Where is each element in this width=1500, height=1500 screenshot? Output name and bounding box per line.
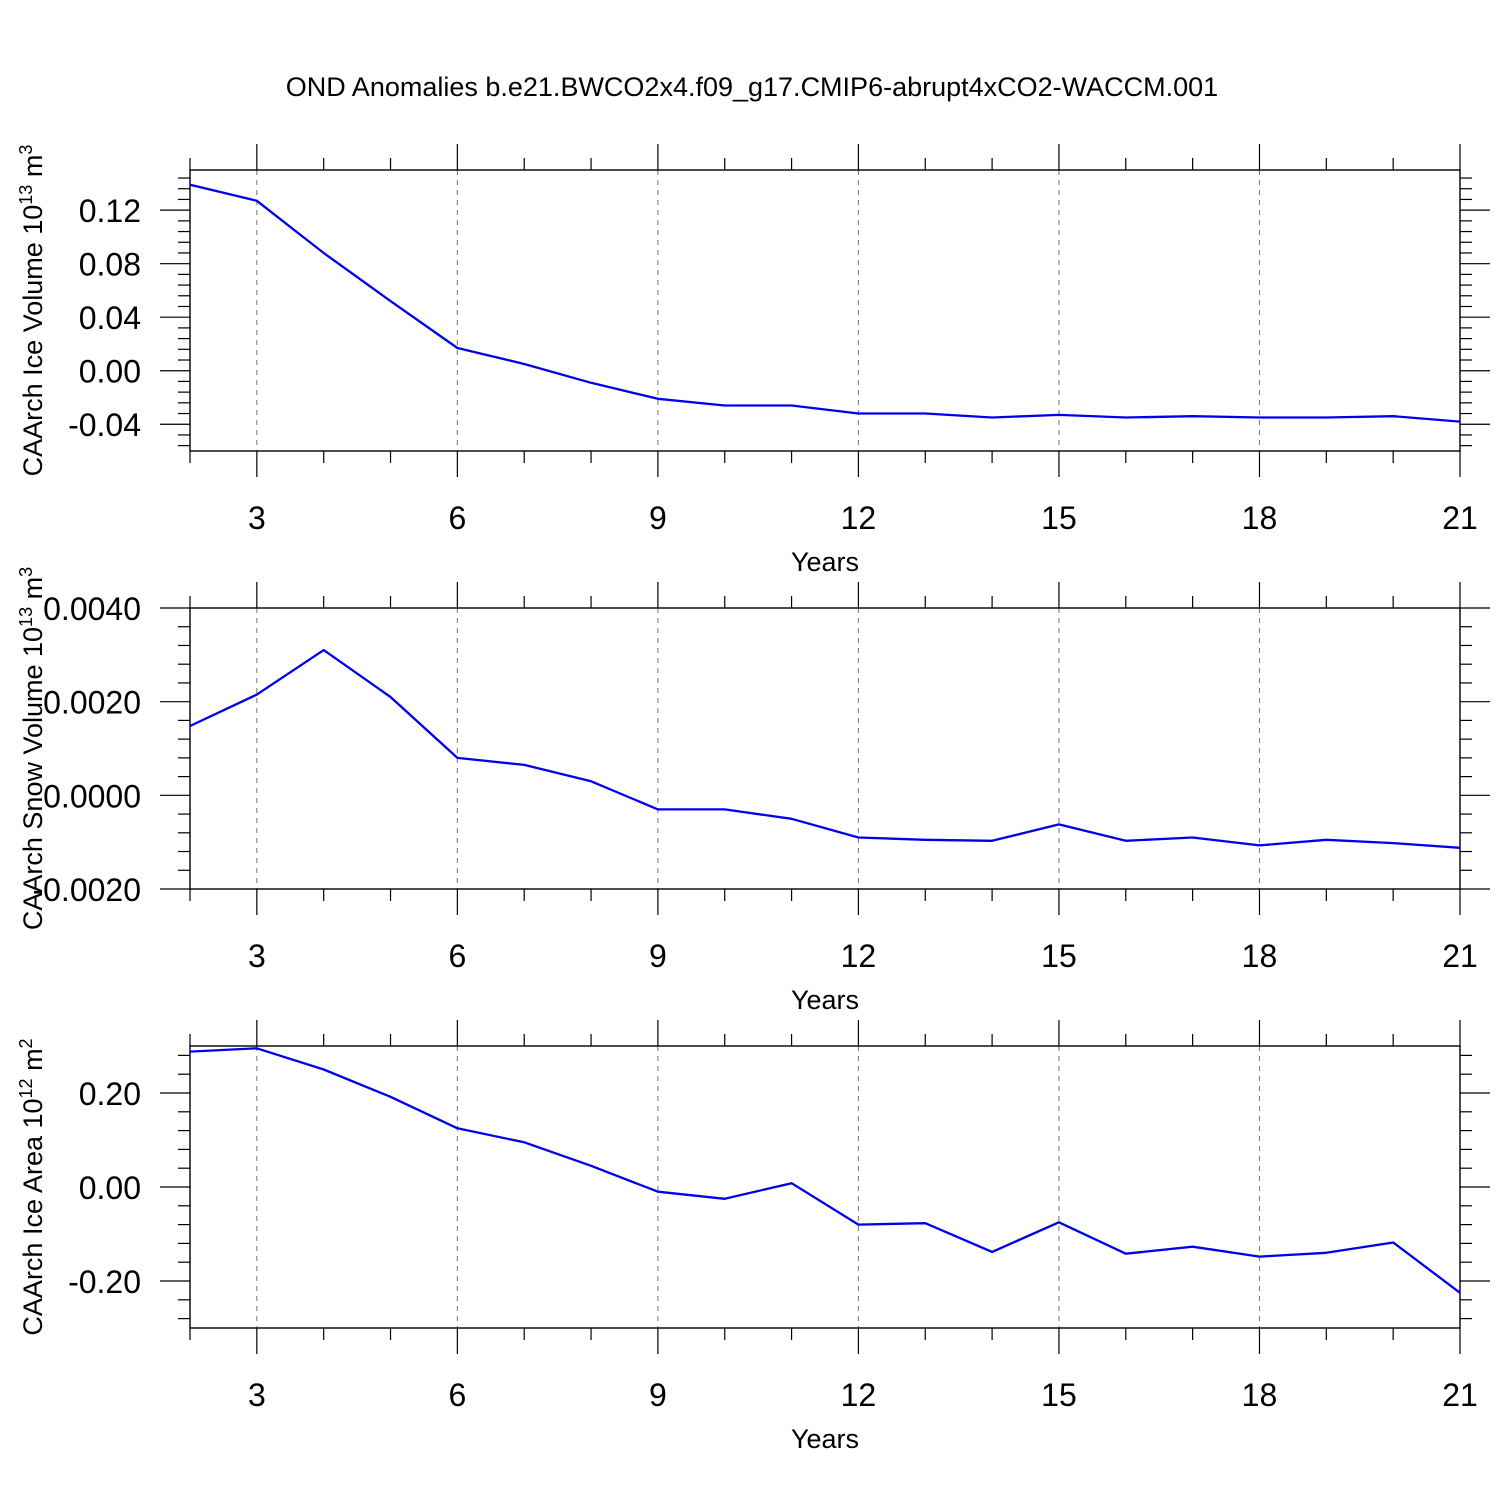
y-tick-label: 0.08 [79, 247, 141, 283]
x-tick-label: 3 [248, 1377, 266, 1413]
x-tick-label: 3 [248, 500, 266, 536]
x-tick-label: 18 [1242, 500, 1278, 536]
y-tick-label: 0.0040 [43, 591, 141, 627]
y-tick-label: 0.20 [79, 1076, 141, 1112]
x-axis-label: Years [791, 1424, 859, 1454]
chart-panel-1: 3 6 9 12 15 18 21 0.12 0.08 0.04 0.00 -0.04 Years CAA… [16, 144, 1490, 577]
x-tick-label: 15 [1041, 500, 1077, 536]
chart-panels: 3 6 9 12 15 18 21 0.12 0.08 0.04 0.00 -0.04 Years CAA… [16, 144, 1490, 1454]
x-tick-label: 9 [649, 500, 667, 536]
x-tick-label: 6 [448, 500, 466, 536]
x-tick-label: 21 [1442, 1377, 1478, 1413]
x-tick-label: 6 [448, 1377, 466, 1413]
x-tick-label: 9 [649, 938, 667, 974]
y-tick-label: 0.00 [79, 354, 141, 390]
x-tick-label: 9 [649, 1377, 667, 1413]
x-tick-label: 15 [1041, 1377, 1077, 1413]
x-tick-label: 21 [1442, 938, 1478, 974]
x-tick-label: 15 [1041, 938, 1077, 974]
series-line [189, 1047, 1461, 1294]
x-tick-label: 21 [1442, 500, 1478, 536]
x-tick-label: 6 [448, 938, 466, 974]
y-tick-label: 0.0000 [43, 778, 141, 814]
y-tick-label: 0.0020 [43, 685, 141, 721]
series-line [189, 183, 1461, 423]
plot-frame [189, 607, 1461, 890]
y-tick-label: -0.20 [68, 1264, 141, 1300]
x-tick-label: 3 [248, 938, 266, 974]
chart-panel-3: 3 6 9 12 15 18 21 0.20 0.00 -0.20 Years CAArch Ice … [16, 1020, 1490, 1454]
x-tick-label: 18 [1242, 938, 1278, 974]
y-axis-label: CAArch Snow Volume 1013 m3 [16, 567, 48, 930]
chart-panel-2: 3 6 9 12 15 18 21 0.0040 0.0020 0.0000 -0.0020 Year… [16, 567, 1490, 1015]
x-tick-label: 12 [841, 500, 877, 536]
plot-frame [189, 1045, 1461, 1329]
plot-frame [189, 169, 1461, 452]
y-tick-label: -0.04 [68, 407, 141, 443]
y-tick-label: 0.04 [79, 300, 141, 336]
y-tick-label: 0.12 [79, 193, 141, 229]
y-tick-label: 0.00 [79, 1170, 141, 1206]
y-axis-label: CAArch Ice Area 1012 m2 [16, 1038, 48, 1335]
y-axis-label: CAArch Ice Volume 1013 m3 [16, 145, 48, 477]
x-tick-label: 12 [841, 1377, 877, 1413]
x-axis-label: Years [791, 547, 859, 577]
x-axis-label: Years [791, 985, 859, 1015]
series-line [189, 648, 1461, 849]
x-tick-label: 18 [1242, 1377, 1278, 1413]
figure-title: OND Anomalies b.e21.BWCO2x4.f09_g17.CMIP… [286, 72, 1218, 102]
y-tick-label: -0.0020 [32, 872, 141, 908]
x-tick-label: 12 [841, 938, 877, 974]
